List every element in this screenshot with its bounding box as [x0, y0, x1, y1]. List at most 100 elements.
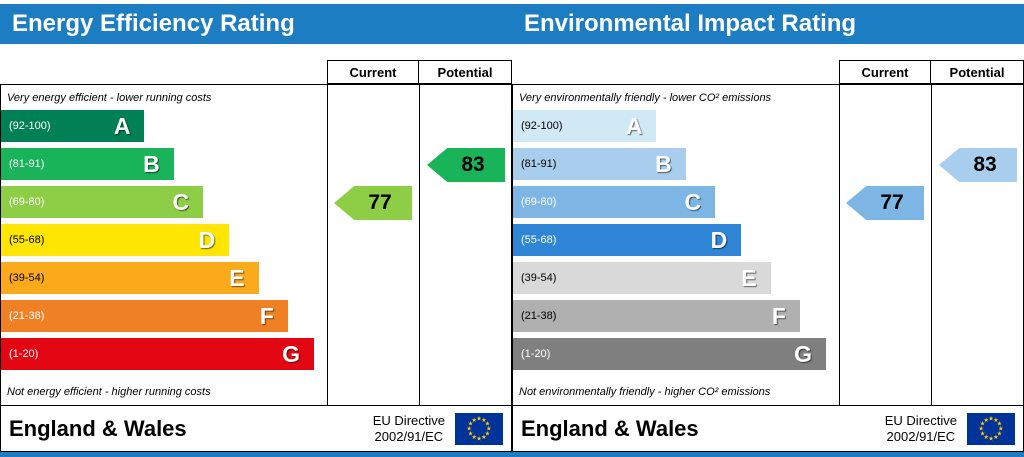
- band-letter: F: [771, 302, 786, 329]
- band-range-label: (21-38): [9, 310, 45, 322]
- environmental-column-headers: Current Potential: [839, 60, 1024, 84]
- band-bar-d: (55-68) D: [513, 224, 742, 256]
- band-row-a: (92-100) A: [1, 107, 327, 145]
- current-column-header: Current: [327, 60, 419, 84]
- band-row-g: (1-20) G: [1, 335, 327, 373]
- band-letter: E: [741, 264, 757, 291]
- band-range-label: (55-68): [9, 234, 45, 246]
- band-bar-b: (81-91) B: [513, 148, 686, 180]
- potential-column: [932, 85, 1023, 405]
- energy-bands-column: Very energy efficient - lower running co…: [1, 85, 328, 405]
- svg-text:★: ★: [980, 430, 986, 437]
- svg-text:★: ★: [476, 415, 482, 422]
- current-column-header: Current: [839, 60, 931, 84]
- svg-text:★: ★: [466, 425, 472, 432]
- band-row-f: (21-38) F: [513, 297, 839, 335]
- svg-text:★: ★: [983, 417, 989, 424]
- band-row-d: (55-68) D: [1, 221, 327, 259]
- band-letter: A: [625, 112, 643, 139]
- band-bar-g: (1-20) G: [1, 338, 314, 370]
- band-bar-f: (21-38) F: [513, 300, 800, 332]
- eu-directive-line1: EU Directive: [372, 412, 445, 428]
- bands: (92-100) A (81-91) B (69-80) C (55-68) D (39-54)…: [513, 107, 839, 373]
- band-bar-g: (1-20) G: [513, 338, 826, 370]
- band-range-label: (39-54): [9, 272, 45, 284]
- band-row-c: (69-80) C: [1, 183, 327, 221]
- svg-text:★: ★: [476, 435, 482, 442]
- band-row-f: (21-38) F: [1, 297, 327, 335]
- band-row-g: (1-20) G: [513, 335, 839, 373]
- title-gap: [0, 44, 512, 60]
- band-row-b: (81-91) B: [513, 145, 839, 183]
- band-row-c: (69-80) C: [513, 183, 839, 221]
- environmental-bands-column: Very environmentally friendly - lower CO…: [513, 85, 840, 405]
- svg-text:★: ★: [988, 415, 994, 422]
- band-bar-b: (81-91) B: [1, 148, 174, 180]
- current-column: [328, 85, 420, 405]
- svg-text:★: ★: [471, 417, 477, 424]
- bottom-caption: Not energy efficient - higher running co…: [7, 386, 211, 398]
- band-range-label: (69-80): [9, 196, 45, 208]
- environmental-panel-title: Environmental Impact Rating: [512, 4, 1024, 44]
- band-bar-e: (39-54) E: [1, 262, 259, 294]
- band-bar-e: (39-54) E: [513, 262, 771, 294]
- band-bar-d: (55-68) D: [1, 224, 230, 256]
- band-row-a: (92-100) A: [513, 107, 839, 145]
- eu-flag-icon: ★ ★★★★★★★★★★★: [455, 412, 503, 445]
- svg-text:★: ★: [997, 420, 1003, 427]
- band-letter: D: [198, 226, 216, 253]
- svg-text:★: ★: [993, 433, 999, 440]
- band-bar-c: (69-80) C: [1, 186, 204, 218]
- bottom-border-strip: [0, 452, 1024, 457]
- svg-text:★: ★: [468, 420, 474, 427]
- band-letter: A: [113, 112, 131, 139]
- band-range-label: (81-91): [9, 158, 45, 170]
- eu-directive-line2: 2002/91/EC: [374, 428, 444, 444]
- potential-value: 83: [461, 153, 485, 176]
- band-range-label: (92-100): [521, 120, 563, 132]
- band-letter: B: [655, 150, 672, 177]
- band-range-label: (1-20): [521, 348, 551, 360]
- band-bar-f: (21-38) F: [1, 300, 288, 332]
- energy-panel-title: Energy Efficiency Rating: [0, 4, 512, 44]
- band-row-b: (81-91) B: [1, 145, 327, 183]
- region-label: England & Wales: [9, 415, 187, 441]
- current-value: 77: [880, 191, 904, 214]
- svg-text:★: ★: [988, 435, 994, 442]
- panel-environmental-impact: Environmental Impact Rating Current Pote…: [512, 4, 1024, 452]
- environmental-footer: England & Wales EU Directive 2002/91/EC …: [512, 406, 1024, 452]
- potential-value: 83: [973, 153, 997, 176]
- band-letter: E: [229, 264, 245, 291]
- energy-chart-area: Very energy efficient - lower running co…: [0, 84, 512, 406]
- band-letter: G: [794, 340, 812, 367]
- svg-text:★: ★: [980, 420, 986, 427]
- eu-directive-line2: 2002/91/EC: [886, 428, 956, 444]
- band-letter: D: [710, 226, 728, 253]
- band-letter: C: [684, 188, 702, 215]
- band-row-d: (55-68) D: [513, 221, 839, 259]
- band-range-label: (39-54): [521, 272, 557, 284]
- svg-text:★: ★: [468, 430, 474, 437]
- potential-column: [420, 85, 511, 405]
- svg-text:★: ★: [978, 425, 984, 432]
- title-gap: [512, 44, 1024, 60]
- band-range-label: (92-100): [9, 120, 51, 132]
- band-letter: F: [259, 302, 274, 329]
- eu-directive-label: EU Directive 2002/91/EC: [885, 413, 957, 444]
- environmental-chart-area: Very environmentally friendly - lower CO…: [512, 84, 1024, 406]
- top-caption: Very environmentally friendly - lower CO…: [519, 92, 772, 104]
- svg-text:★: ★: [481, 417, 487, 424]
- band-letter: C: [172, 188, 190, 215]
- band-bar-a: (92-100) A: [513, 110, 657, 142]
- band-bar-c: (69-80) C: [513, 186, 716, 218]
- eu-directive-line1: EU Directive: [884, 412, 957, 428]
- band-range-label: (1-20): [9, 348, 39, 360]
- band-row-e: (39-54) E: [513, 259, 839, 297]
- band-range-label: (21-38): [521, 310, 557, 322]
- svg-text:★: ★: [983, 433, 989, 440]
- bands: (92-100) A (81-91) B (69-80) C (55-68) D (39-54)…: [1, 107, 327, 373]
- svg-text:★: ★: [486, 425, 492, 432]
- band-range-label: (69-80): [521, 196, 557, 208]
- energy-column-headers: Current Potential: [327, 60, 512, 84]
